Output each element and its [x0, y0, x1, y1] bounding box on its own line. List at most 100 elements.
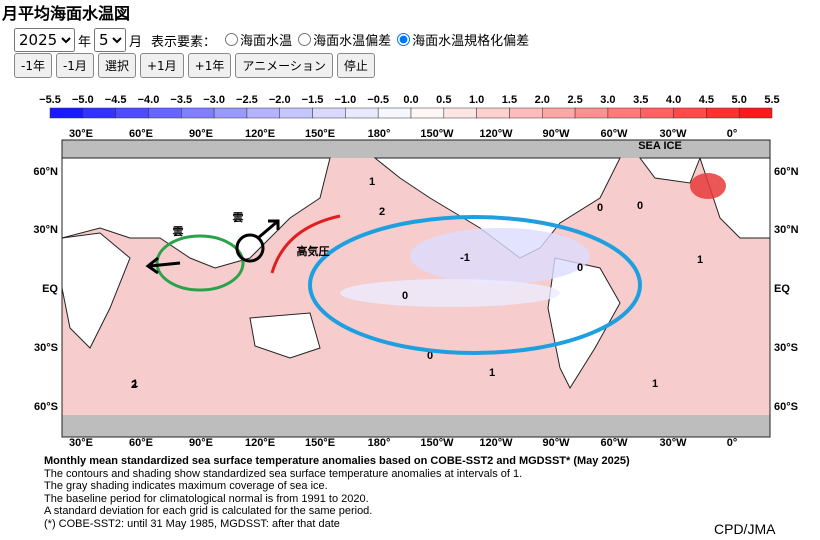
colorbar-cell — [443, 107, 477, 119]
colorbar-cell — [738, 107, 773, 119]
caption-line: The gray shading indicates maximum cover… — [44, 480, 328, 492]
credit: CPD/JMA — [714, 521, 776, 537]
longitude-label: 60°W — [600, 128, 628, 140]
colorbar-cell — [640, 107, 674, 119]
contour-label: 2 — [131, 379, 137, 391]
sea-ice-north — [62, 140, 770, 158]
colorbar-label: −2.5 — [236, 94, 258, 106]
colorbar-label: 4.0 — [666, 94, 681, 106]
contour-label: 1 — [652, 378, 658, 390]
caption-title: Monthly mean standardized sea surface te… — [44, 455, 630, 467]
longitude-label: 0° — [727, 128, 738, 140]
contour-label: 0 — [577, 262, 583, 274]
caption: Monthly mean standardized sea surface te… — [44, 455, 630, 530]
colorbar-label: 0.0 — [403, 94, 418, 106]
green-circle — [155, 234, 245, 292]
red-arc — [270, 214, 341, 274]
contour-label: -1 — [460, 252, 470, 264]
option-label[interactable]: 海面水温 — [221, 30, 292, 49]
latitude-label: 60°S — [34, 401, 58, 413]
page-title: 月平均海面水温図 — [2, 4, 131, 23]
colorbar-cell — [377, 107, 412, 119]
colorbar-cell — [115, 107, 149, 119]
nav-button[interactable]: +1月 — [139, 53, 184, 78]
nav-button[interactable]: 停止 — [336, 53, 375, 78]
longitude-label: 90°E — [189, 128, 213, 140]
colorbar-cell — [607, 107, 641, 119]
caption-line: (*) COBE-SST2: until 31 May 1985, MGDSST… — [44, 517, 340, 530]
longitude-label: 120°W — [479, 437, 513, 449]
colorbar-label: −2.0 — [269, 94, 291, 106]
latitude-label: 60°N — [33, 166, 58, 178]
colorbar-cell — [574, 107, 609, 119]
colorbar-cell — [476, 107, 510, 119]
longitude-label: 180° — [368, 128, 391, 140]
longitude-label: 90°E — [189, 437, 213, 449]
colorbar-label: 1.5 — [502, 94, 517, 106]
contour-label: 0 — [427, 350, 433, 362]
contour-label: 1 — [697, 254, 703, 266]
colorbar-cell — [345, 107, 379, 119]
colorbar-cell — [410, 107, 445, 119]
land-south-america — [547, 257, 621, 390]
colorbar-label: −3.5 — [170, 94, 192, 106]
land-eurasia — [61, 157, 331, 269]
month-select[interactable]: 5 — [94, 28, 127, 52]
colorbar-cell — [181, 107, 215, 119]
option-label[interactable]: 海面水温規格化偏差 — [393, 30, 529, 49]
latitude-label: 30°N — [33, 224, 58, 236]
colorbar-cell — [213, 107, 248, 119]
colorbar-label: −4.0 — [138, 94, 160, 106]
colorbar-label: 3.5 — [633, 94, 648, 106]
year-select[interactable]: 2025 — [14, 28, 75, 52]
colorbar-cell — [148, 107, 182, 119]
land-greenland — [639, 157, 701, 184]
caption-line: A standard deviation for each grid is ca… — [44, 505, 373, 517]
radio[interactable] — [298, 33, 312, 46]
longitude-label: 30°E — [69, 128, 93, 140]
radio[interactable] — [397, 33, 411, 46]
month-unit: 月 — [129, 34, 143, 50]
nav-button[interactable]: アニメーション — [235, 53, 333, 78]
colorbar-cell — [706, 107, 740, 119]
caption-line: The baseline period for climatological n… — [44, 492, 369, 505]
latitude-label: 30°N — [774, 224, 799, 236]
option-text: 海面水温規格化偏差 — [412, 34, 530, 49]
buttons: -1年 -1月 選択 +1月 +1年 アニメーション 停止 — [14, 53, 375, 78]
latitude-label: EQ — [42, 283, 58, 295]
contour-label: 1 — [369, 176, 375, 188]
annotation: 高気圧 — [297, 244, 330, 258]
longitude-label: 30°W — [659, 437, 687, 449]
colorbar-cell — [82, 107, 116, 119]
colorbar-cell — [673, 107, 707, 119]
longitude-label: 60°W — [600, 437, 628, 449]
colorbar-label: 2.0 — [535, 94, 550, 106]
contour-label: 2 — [379, 206, 385, 218]
colorbar-label: 1.0 — [469, 94, 484, 106]
contour-label: 1 — [489, 367, 495, 379]
land-africa — [61, 232, 131, 349]
longitude-label: 90°W — [542, 437, 570, 449]
longitude-label: 60°E — [129, 128, 153, 140]
latitude-label: 60°S — [774, 401, 798, 413]
sea-ice-label: SEA ICE — [638, 140, 682, 152]
nav-button[interactable]: +1年 — [187, 53, 232, 78]
nav-button[interactable]: -1月 — [55, 53, 94, 78]
controls: 2025 年 5 月 表示要素： 海面水温 海面水温偏差 海面水温規格化偏差 — [14, 28, 529, 52]
map-frame — [61, 139, 771, 438]
longitude-label: 30°W — [659, 128, 687, 140]
longitude-label: 150°E — [305, 437, 335, 449]
blue-circle — [308, 215, 642, 355]
colorbar-cell — [312, 107, 346, 119]
nav-button[interactable]: -1年 — [14, 53, 52, 78]
negative-anomaly — [410, 228, 590, 284]
radio[interactable] — [225, 33, 239, 46]
longitude-label: 150°W — [420, 437, 454, 449]
option-label[interactable]: 海面水温偏差 — [294, 30, 391, 49]
year-unit: 年 — [78, 34, 92, 50]
land-australia — [249, 312, 321, 359]
elements-label: 表示要素： — [151, 34, 217, 50]
nav-button[interactable]: 選択 — [97, 53, 136, 78]
colorbar-label: −5.0 — [72, 94, 94, 106]
arrow — [257, 219, 280, 240]
